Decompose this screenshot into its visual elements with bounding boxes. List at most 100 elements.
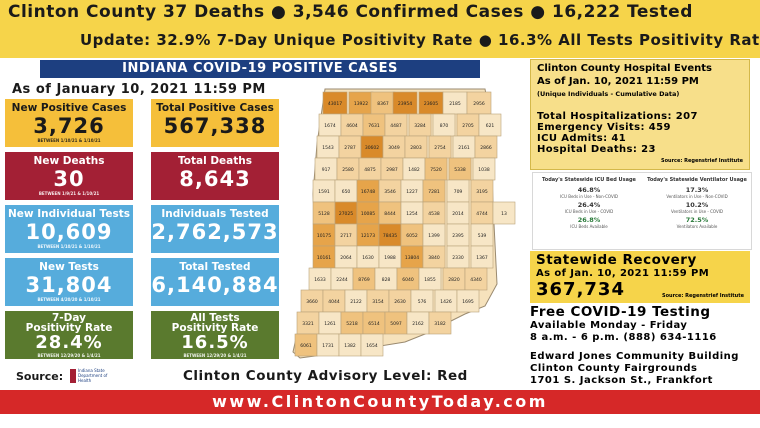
county-count: 1426 xyxy=(440,299,452,305)
county-cell: 1855 xyxy=(418,267,442,291)
stat-emergency-visits: Emergency Visits: 459 xyxy=(537,122,671,133)
county-cell: 2787 xyxy=(338,135,362,159)
county-cell: 2705 xyxy=(456,113,480,137)
stat-card-value: 6,140,884 xyxy=(151,273,279,297)
county-cell: 3321 xyxy=(296,311,320,335)
county-count: 30602 xyxy=(365,145,379,151)
county-cell: 5128 xyxy=(312,201,336,225)
county-count: 917 xyxy=(322,167,331,173)
stat-card-new-tests: New Tests 31,804 BETWEEN 4/20/20 & 1/10/21 xyxy=(5,258,133,306)
county-count: 4744 xyxy=(476,211,488,217)
testing-location: Edward Jones Community Building xyxy=(530,351,739,362)
stat-card-label: 7-Day Positivity Rate xyxy=(25,312,113,334)
stat-card-label: Individuals Tested xyxy=(161,208,269,220)
county-count: 1654 xyxy=(366,343,378,349)
county-cell: 6514 xyxy=(362,311,386,335)
stat-card-7-day-positivity-rate: 7-Day Positivity Rate 28.4% BETWEEN 12/29/… xyxy=(5,311,133,359)
county-cell: 23954 xyxy=(392,91,418,115)
county-shape xyxy=(456,289,480,313)
county-count: 13922 xyxy=(354,101,368,107)
header-bar: Clinton County 37 Deaths ● 3,546 Confirm… xyxy=(0,0,760,58)
county-count: 7631 xyxy=(368,123,380,129)
county-cell: 12173 xyxy=(356,223,380,247)
county-count: 2630 xyxy=(394,299,406,305)
county-cell: 1254 xyxy=(400,201,424,225)
county-count: 13 xyxy=(501,211,507,217)
county-count: 3660 xyxy=(306,299,318,305)
county-count: 1543 xyxy=(322,145,334,151)
county-count: 539 xyxy=(478,233,487,239)
county-count: 12173 xyxy=(361,233,375,239)
county-count: 13804 xyxy=(405,255,419,261)
county-count: 1254 xyxy=(406,211,418,217)
county-count: 2122 xyxy=(350,299,362,305)
county-cell: 16748 xyxy=(356,179,380,203)
stat-card-total-deaths: Total Deaths 8,643 xyxy=(151,152,279,200)
county-count: 709 xyxy=(454,189,463,195)
stat-card-date-range: BETWEEN 4/20/20 & 1/10/21 xyxy=(37,297,101,302)
icu-pct: 26.8% xyxy=(577,216,601,224)
county-count: 2754 xyxy=(434,145,446,151)
ventilator-usage: Today's Statewide Ventilator Usage 17.3%… xyxy=(643,177,751,229)
stat-card-individuals-tested: Individuals Tested 2,762,573 xyxy=(151,205,279,253)
county-count: 8769 xyxy=(358,277,370,283)
county-cell: 1261 xyxy=(318,311,342,335)
county-count: 1038 xyxy=(478,167,490,173)
county-cell: 27025 xyxy=(334,201,358,225)
county-cell: 1399 xyxy=(422,223,446,247)
county-count: 2787 xyxy=(344,145,356,151)
county-cell: 6052 xyxy=(400,223,424,247)
county-count: 4340 xyxy=(470,277,482,283)
positive-cases-banner: INDIANA COVID-19 POSITIVE CASES xyxy=(40,60,480,78)
county-cell: 23605 xyxy=(418,91,444,115)
isdh-logo-text: Indiana State Department of Health xyxy=(78,368,108,383)
county-count: 1731 xyxy=(322,343,334,349)
county-count: 2185 xyxy=(449,101,461,107)
stat-card-label: New Tests xyxy=(39,261,99,273)
county-cell: 1227 xyxy=(400,179,424,203)
county-count: 3840 xyxy=(428,255,440,261)
stat-card-new-positive-cases: New Positive Cases 3,726 BETWEEN 1/10/21 &… xyxy=(5,99,133,147)
county-cell: 3182 xyxy=(428,311,452,335)
stat-card-label: Total Deaths xyxy=(177,155,252,167)
testing-address: 1701 S. Jackson St., Frankfort xyxy=(530,375,713,386)
vent-cap: Ventilators in Use - COVID xyxy=(671,209,723,214)
county-count: 1227 xyxy=(406,189,418,195)
county-cell: 2987 xyxy=(380,157,404,181)
county-count: 7281 xyxy=(428,189,440,195)
county-shape xyxy=(492,201,516,225)
county-cell: 2956 xyxy=(466,91,492,115)
county-count: 8444 xyxy=(384,211,396,217)
free-testing-panel: Free COVID-19 Testing Available Monday -… xyxy=(530,304,755,387)
county-cell: 2754 xyxy=(428,135,452,159)
county-cell: 2630 xyxy=(388,289,412,313)
county-count: 43017 xyxy=(328,101,342,107)
county-cell: 828 xyxy=(374,267,398,291)
county-cell: 4744 xyxy=(470,201,494,225)
stat-card-value: 16.5% xyxy=(181,332,249,353)
county-cell: 5338 xyxy=(448,157,472,181)
county-cell: 10161 xyxy=(312,245,336,269)
county-count: 1482 xyxy=(408,167,420,173)
county-cell: 2717 xyxy=(334,223,358,247)
county-cell: 10085 xyxy=(356,201,380,225)
stat-card-value: 31,804 xyxy=(25,273,113,297)
stat-card-value: 10,609 xyxy=(25,220,113,244)
county-count: 2820 xyxy=(448,277,460,283)
vent-title: Today's Statewide Ventilator Usage xyxy=(647,177,747,183)
county-cell: 2064 xyxy=(334,245,358,269)
county-count: 2803 xyxy=(410,145,422,151)
county-cell: 6061 xyxy=(294,333,318,357)
footer-url-link[interactable]: www.ClintonCountyToday.com xyxy=(0,390,760,414)
county-cell: 7631 xyxy=(362,113,386,137)
stat-card-value: 28.4% xyxy=(35,332,103,353)
stat-icu-admits: ICU Admits: 41 xyxy=(537,133,627,144)
county-count: 2064 xyxy=(340,255,352,261)
county-count: 16748 xyxy=(361,189,375,195)
county-cell: 1695 xyxy=(456,289,480,313)
county-shape xyxy=(428,311,452,335)
icu-bed-usage: Today's Statewide ICU Bed Usage 46.8% IC… xyxy=(535,177,643,229)
county-cell: 1367 xyxy=(470,245,494,269)
county-count: 2161 xyxy=(458,145,470,151)
county-cell: 1674 xyxy=(318,113,342,137)
